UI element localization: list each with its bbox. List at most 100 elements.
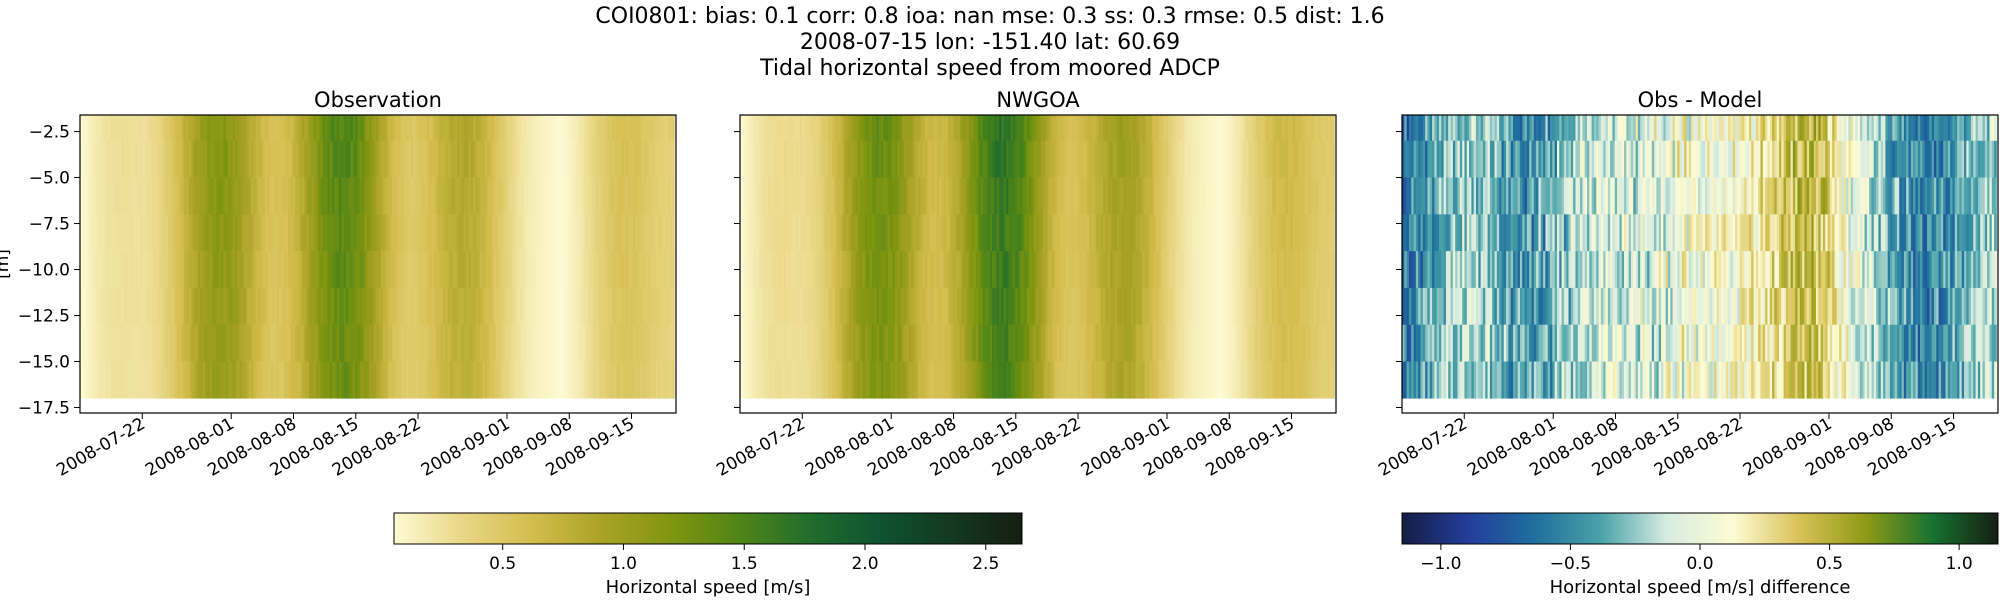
heatmap-cell — [837, 324, 840, 362]
heatmap-cell — [1077, 177, 1081, 215]
heatmap-cell — [1619, 214, 1623, 252]
heatmap-cell — [239, 251, 243, 289]
heatmap-cell — [1445, 140, 1449, 178]
heatmap-cell — [1026, 361, 1030, 399]
heatmap-cell — [1418, 115, 1421, 142]
heatmap-cell — [1580, 287, 1583, 325]
heatmap-cell — [1012, 324, 1016, 362]
heatmap-cell — [507, 115, 511, 142]
heatmap-cell — [221, 287, 224, 325]
heatmap-cell — [100, 287, 104, 325]
heatmap-cell — [820, 214, 824, 252]
heatmap-cell — [274, 361, 277, 399]
heatmap-cell — [1156, 140, 1160, 178]
heatmap-cell — [901, 177, 905, 215]
heatmap-cell — [98, 177, 102, 215]
heatmap-cell — [371, 115, 375, 142]
heatmap-cell — [1105, 287, 1109, 325]
heatmap-cell — [419, 251, 423, 289]
heatmap-cell — [415, 251, 419, 289]
heatmap-cell — [1515, 324, 1519, 362]
heatmap-cell — [1513, 214, 1516, 252]
heatmap-cell — [142, 251, 146, 289]
heatmap-cell — [1177, 287, 1180, 325]
heatmap-cell — [1047, 140, 1051, 178]
heatmap-cell — [230, 115, 234, 142]
heatmap-cell — [1519, 287, 1523, 325]
heatmap-cell — [285, 361, 289, 399]
heatmap-cell — [1485, 361, 1488, 399]
heatmap-cell — [774, 177, 778, 215]
heatmap-cell — [188, 287, 192, 325]
heatmap-cell — [1010, 115, 1014, 142]
heatmap-cell — [385, 251, 388, 289]
heatmap-cell — [1179, 287, 1183, 325]
heatmap-cell — [1327, 115, 1331, 142]
heatmap-cell — [635, 115, 638, 142]
heatmap-cell — [600, 251, 604, 289]
heatmap-cell — [1052, 140, 1055, 178]
heatmap-cell — [237, 177, 240, 215]
heatmap-cell — [987, 361, 991, 399]
heatmap-cell — [1216, 251, 1220, 289]
heatmap-cell — [302, 361, 305, 399]
heatmap-cell — [1244, 324, 1247, 362]
heatmap-cell — [876, 177, 880, 215]
heatmap-cell — [1404, 287, 1408, 325]
heatmap-cell — [1096, 177, 1099, 215]
heatmap-cell — [1545, 287, 1549, 325]
heatmap-cell — [644, 251, 648, 289]
heatmap-cell — [1610, 214, 1613, 252]
heatmap-cell — [811, 361, 815, 399]
heatmap-cell — [186, 214, 190, 252]
heatmap-cell — [665, 115, 668, 142]
heatmap-cell — [248, 324, 252, 362]
heatmap-cell — [584, 361, 587, 399]
heatmap-cell — [653, 287, 657, 325]
heatmap-cell — [262, 324, 266, 362]
heatmap-cell — [1402, 140, 1405, 178]
heatmap-cell — [918, 115, 921, 142]
heatmap-cell — [869, 115, 873, 142]
heatmap-cell — [507, 251, 511, 289]
heatmap-cell — [1452, 361, 1456, 399]
heatmap-cell — [431, 324, 435, 362]
heatmap-cell — [876, 115, 880, 142]
heatmap-cell — [586, 251, 590, 289]
heatmap-cell — [1232, 287, 1236, 325]
heatmap-cell — [922, 140, 926, 178]
heatmap-cell — [1086, 140, 1090, 178]
heatmap-cell — [128, 214, 132, 252]
heatmap-cell — [834, 177, 838, 215]
heatmap-cell — [1526, 287, 1530, 325]
heatmap-cell — [1281, 115, 1284, 142]
heatmap-cell — [512, 140, 516, 178]
heatmap-cell — [667, 324, 671, 362]
heatmap-cell — [410, 251, 414, 289]
heatmap-cell — [1276, 214, 1280, 252]
heatmap-cell — [1327, 214, 1331, 252]
heatmap-cell — [869, 214, 873, 252]
heatmap-cell — [1225, 324, 1229, 362]
heatmap-cell — [1133, 177, 1136, 215]
heatmap-cell — [644, 115, 648, 142]
heatmap-cell — [1306, 287, 1310, 325]
heatmap-cell — [1628, 324, 1632, 362]
heatmap-cell — [1496, 287, 1500, 325]
heatmap-cell — [565, 177, 569, 215]
heatmap-cell — [1533, 251, 1537, 289]
heatmap-cell — [114, 214, 118, 252]
heatmap-cell — [987, 324, 991, 362]
heatmap-cell — [521, 324, 525, 362]
heatmap-cell — [929, 324, 933, 362]
heatmap-cell — [1499, 115, 1502, 142]
heatmap-cell — [415, 324, 419, 362]
heatmap-cell — [1630, 177, 1634, 215]
heatmap-cell — [973, 177, 977, 215]
heatmap-cell — [542, 115, 546, 142]
heatmap-cell — [1151, 115, 1155, 142]
heatmap-cell — [669, 214, 673, 252]
heatmap-cell — [209, 251, 213, 289]
heatmap-cell — [202, 361, 206, 399]
heatmap-cell — [1450, 287, 1454, 325]
